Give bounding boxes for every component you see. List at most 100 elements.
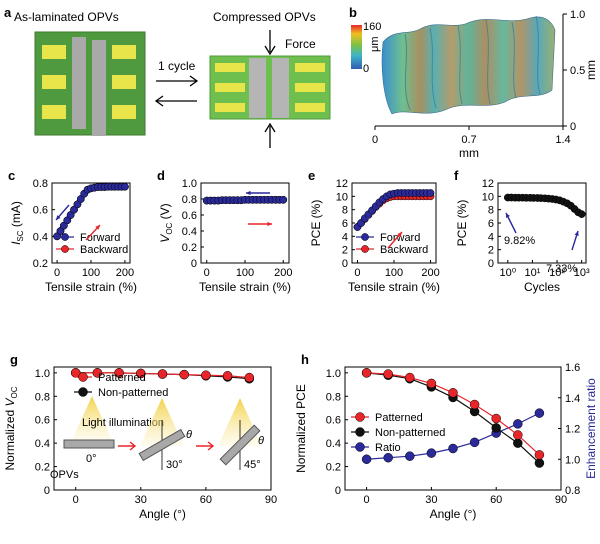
data-point-h <box>491 413 501 424</box>
y-tick-label-e: 4 <box>342 231 348 243</box>
data-point-e <box>426 189 435 197</box>
x-tick-label-c: 200 <box>116 267 134 279</box>
opv-tilted-30 <box>138 428 186 462</box>
y-right-tick-label-h: 0.8 <box>565 485 580 497</box>
y-tick-label-f: 6 <box>488 218 494 230</box>
colorbar-min: 0 <box>363 63 369 75</box>
legend-label-c: Forward <box>80 232 120 244</box>
force-label: Force <box>285 37 316 51</box>
data-point-g <box>114 368 124 378</box>
y-label-e: PCE (%) <box>309 200 323 247</box>
x-tick-label-h: 30 <box>425 494 437 506</box>
legend-label-h: Non-patterned <box>375 427 445 439</box>
annotation-start-label: 9.82% <box>504 235 535 247</box>
b-y-label: mm <box>584 60 598 80</box>
legend-label-g: Non-patterned <box>98 387 168 399</box>
y-label-d: VOC (V) <box>158 203 174 242</box>
y-tick-label-d: 0.8 <box>182 194 197 206</box>
legend-marker-e <box>361 245 369 253</box>
opv-flat <box>63 439 115 449</box>
y-tick-label-g: 0.6 <box>35 415 50 427</box>
y-label-c: ISC (mA) <box>9 201 25 245</box>
data-point-f <box>577 210 586 218</box>
data-point-c <box>121 182 129 191</box>
chart-c: c 0 100 200 0.2 0.4 0.6 0.8 Tensile strain (%) IS… <box>8 168 137 294</box>
panel-a-letter: a <box>4 5 12 20</box>
chart-d: d 0 100 200 0 0.2 0.4 0.6 0.8 1.0 Tensile strain (… <box>157 168 292 294</box>
b-y-tick-0: 0 <box>570 121 576 133</box>
x-label-d: Tensile strain (%) <box>199 280 291 294</box>
x-label-h: Angle (°) <box>430 507 477 521</box>
x-tick-label-f: 10³ <box>574 267 590 279</box>
y-tick-label-e: 8 <box>342 205 348 217</box>
data-point-h <box>448 388 458 398</box>
x-tick-label-g: 30 <box>135 494 147 506</box>
y-tick-label-e: 0 <box>342 258 348 270</box>
y-tick-label-f: 0 <box>488 258 494 270</box>
b-x-tick-0: 0 <box>372 134 378 146</box>
plot-frame-d <box>200 182 290 264</box>
panel-g-inset: Light illumination 0° OPVs θ 30° θ 45° <box>50 396 264 481</box>
panel-letter-g: g <box>10 352 18 367</box>
y-tick-label-h: 0.8 <box>326 391 341 403</box>
panel-a: a As-laminated OPVs 1 cycle Compressed O… <box>4 5 331 148</box>
data-point-d <box>279 195 288 204</box>
x-tick-label-c: 100 <box>82 267 100 279</box>
as-laminated-title: As-laminated OPVs <box>14 10 119 24</box>
legend-label-c: Backward <box>80 244 128 256</box>
y-tick-label-c: 0.2 <box>33 258 48 270</box>
x-tick-label-g: 90 <box>265 494 277 506</box>
y-label-f: PCE (%) <box>455 200 469 247</box>
y-tick-label-d: 1.0 <box>182 178 197 190</box>
data-point-h <box>361 454 372 464</box>
y-label-h: Normalized PCE <box>294 384 308 473</box>
y-tick-label-f: 2 <box>488 245 494 257</box>
y-right-label-h: Enhancement ratio <box>584 378 598 479</box>
y-tick-label-g: 0 <box>44 485 50 497</box>
b-x-tick-1: 0.7 <box>461 134 476 146</box>
data-point-h <box>426 448 437 458</box>
legend-label-h: Ratio <box>375 442 401 454</box>
legend-marker-c <box>61 245 69 253</box>
x-tick-label-d: 0 <box>204 267 210 279</box>
x-label-e: Tensile strain (%) <box>348 280 440 294</box>
angle-45-label: 45° <box>244 459 261 471</box>
y-tick-label-e: 6 <box>342 218 348 230</box>
data-point-g <box>244 372 255 383</box>
compressed-title: Compressed OPVs <box>213 10 316 24</box>
y-label-g: Normalized VOC <box>3 386 19 470</box>
backward-arrow-icon <box>154 95 197 107</box>
as-laminated-electrodes <box>42 45 136 119</box>
panel-b: b 160 0 μm 0 0.7 1.4 mm 0 0.5 1.0 mm <box>349 5 598 160</box>
colorbar-max: 160 <box>363 21 381 33</box>
y-tick-label-e: 10 <box>336 191 348 203</box>
panel-letter-f: f <box>454 168 459 183</box>
data-point-h <box>491 423 501 433</box>
y-tick-label-e: 12 <box>336 178 348 190</box>
angle-30-label: 30° <box>166 459 183 471</box>
backward-arrow-c-icon-head <box>95 225 100 230</box>
y-tick-label-f: 8 <box>488 205 494 217</box>
x-label-f: Cycles <box>524 280 560 294</box>
series-line-c-Forward <box>56 186 125 237</box>
y-tick-label-g: 1.0 <box>35 368 50 380</box>
legend-marker-c <box>61 233 69 241</box>
data-point-g <box>136 368 146 379</box>
light-beam-0 <box>72 396 112 440</box>
y-tick-label-d: 0.2 <box>182 242 197 254</box>
data-point-h <box>513 438 523 448</box>
data-point-h <box>469 399 480 410</box>
x-tick-label-h: 60 <box>490 494 502 506</box>
y-tick-label-f: 12 <box>482 178 494 190</box>
legend-marker-h <box>355 412 365 422</box>
y-right-tick-label-h: 1.0 <box>565 454 580 466</box>
theta-45: θ <box>258 435 264 447</box>
chart-h: h 0 30 60 90 0 0.2 0.4 0.6 0.8 1.0 0.8 1.0 1.2 1.4 1.6 E… <box>294 352 598 521</box>
as-laminated-strip-left <box>72 37 86 129</box>
data-point-g <box>92 368 103 378</box>
panel-letter-e: e <box>308 168 315 183</box>
legend-marker-h <box>355 442 365 452</box>
data-point-h <box>383 452 393 463</box>
forward-arrow-d-icon-head <box>246 190 251 196</box>
